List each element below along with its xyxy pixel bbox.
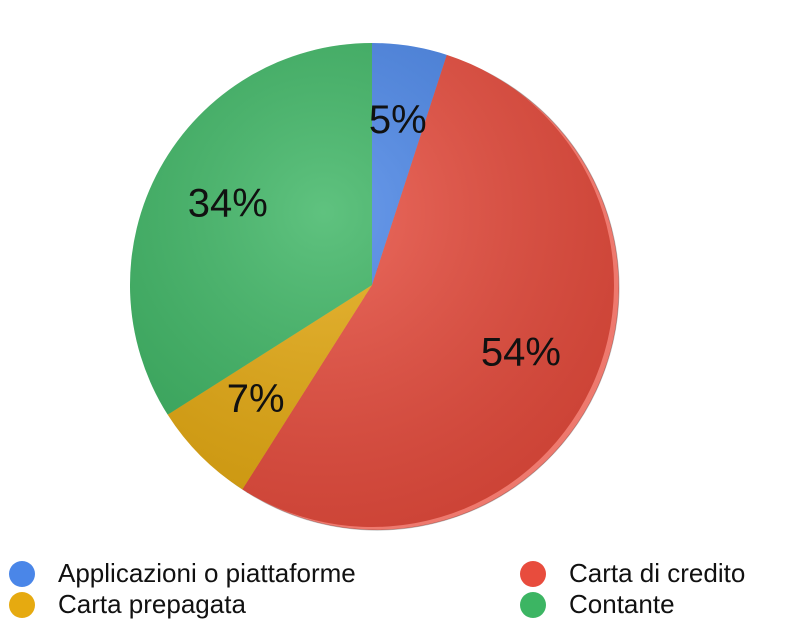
legend-marker: [9, 561, 35, 587]
data-label: 7%: [227, 377, 285, 421]
legend-marker: [520, 561, 546, 587]
data-label: 34%: [188, 181, 268, 225]
legend-marker: [520, 592, 546, 618]
pie-shading: [130, 43, 614, 527]
legend-label: Contante: [569, 589, 675, 619]
data-label: 5%: [369, 98, 427, 142]
legend-marker: [9, 592, 35, 618]
legend-label: Applicazioni o piattaforme: [58, 558, 356, 588]
legend-label: Carta prepagata: [58, 589, 246, 619]
data-label: 54%: [481, 331, 561, 375]
legend-label: Carta di credito: [569, 558, 745, 588]
